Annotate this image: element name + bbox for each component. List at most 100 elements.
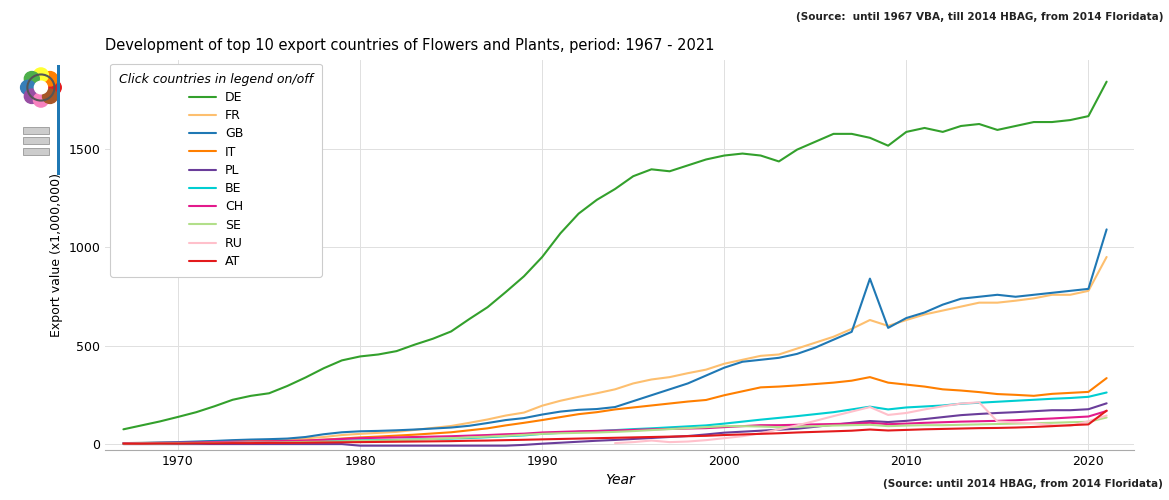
GB (353, 428, 367, 434)
BE (226, 440, 240, 446)
RU (990, 418, 1004, 424)
Circle shape (42, 72, 57, 86)
SE (1081, 419, 1095, 425)
SE (990, 421, 1004, 427)
RU (627, 439, 641, 445)
RU (973, 400, 987, 406)
BE (298, 438, 312, 444)
IT (353, 434, 367, 440)
PL (226, 441, 240, 447)
Line: PL: PL (124, 404, 1107, 446)
GB (226, 437, 240, 443)
IT (298, 438, 312, 444)
CH (117, 440, 131, 446)
AT (353, 439, 367, 445)
Text: (Source:  until 1967 VBA, till 2014 HBAG, from 2014 Floridata): (Source: until 1967 VBA, till 2014 HBAG,… (796, 12, 1163, 22)
IT (1100, 375, 1114, 381)
RU (899, 410, 913, 416)
DE (1100, 78, 1114, 84)
BE (353, 438, 367, 444)
RU (863, 404, 877, 410)
CH (353, 435, 367, 441)
RU (826, 413, 841, 419)
RU (1009, 420, 1023, 426)
Circle shape (25, 72, 40, 86)
Line: GB: GB (124, 230, 1107, 443)
DE (990, 127, 1004, 133)
PL (1081, 406, 1095, 412)
DE (117, 426, 131, 432)
AT (226, 440, 240, 446)
DE (226, 397, 240, 403)
CH (1100, 408, 1114, 414)
RU (1026, 420, 1040, 426)
Text: Development of top 10 export countries of Flowers and Plants, period: 1967 - 202: Development of top 10 export countries o… (105, 38, 714, 54)
Circle shape (34, 81, 48, 94)
RU (699, 437, 713, 443)
DE (298, 374, 312, 380)
FR (1081, 288, 1095, 294)
CH (298, 438, 312, 444)
RU (1045, 422, 1059, 428)
IT (226, 439, 240, 445)
Line: AT: AT (124, 410, 1107, 444)
Line: DE: DE (124, 82, 1107, 430)
RU (954, 400, 968, 406)
Circle shape (34, 68, 48, 82)
DE (353, 354, 367, 360)
AT (298, 440, 312, 446)
AT (1100, 408, 1114, 414)
PL (372, 442, 386, 448)
SE (117, 440, 131, 446)
CH (226, 438, 240, 444)
IT (117, 440, 131, 446)
PL (499, 442, 513, 448)
PL (1100, 400, 1114, 406)
BE (990, 398, 1004, 404)
IT (1081, 389, 1095, 395)
FR (1100, 254, 1114, 260)
GB (298, 434, 312, 440)
GB (1100, 226, 1114, 232)
RU (1063, 423, 1077, 429)
AT (1081, 422, 1095, 428)
Circle shape (42, 89, 57, 104)
SE (298, 439, 312, 445)
SE (353, 438, 367, 444)
DE (1081, 113, 1095, 119)
BE (117, 440, 131, 446)
FR (990, 300, 1004, 306)
Y-axis label: Export value (x1,000,000): Export value (x1,000,000) (50, 173, 63, 337)
Text: (Source: until 2014 HBAG, from 2014 Floridata): (Source: until 2014 HBAG, from 2014 Flor… (884, 479, 1163, 489)
PL (353, 442, 367, 448)
PL (1009, 409, 1023, 415)
DE (480, 304, 494, 310)
Line: CH: CH (124, 411, 1107, 443)
IT (863, 374, 877, 380)
RU (608, 440, 622, 446)
Line: FR: FR (124, 257, 1107, 443)
FancyBboxPatch shape (22, 126, 49, 134)
GB (117, 440, 131, 446)
CH (480, 432, 494, 438)
IT (480, 426, 494, 432)
BE (1081, 394, 1095, 400)
SE (1100, 414, 1114, 420)
RU (845, 408, 859, 414)
BE (1100, 390, 1114, 396)
GB (990, 292, 1004, 298)
FR (226, 438, 240, 444)
Circle shape (21, 80, 35, 94)
RU (918, 406, 932, 412)
Line: RU: RU (615, 402, 1107, 443)
SE (480, 434, 494, 440)
GB (480, 420, 494, 426)
FR (480, 416, 494, 422)
PL (117, 441, 131, 447)
CH (1081, 414, 1095, 420)
X-axis label: Year: Year (604, 474, 635, 488)
AT (990, 425, 1004, 431)
PL (298, 441, 312, 447)
RU (790, 422, 804, 428)
IT (1009, 392, 1023, 398)
